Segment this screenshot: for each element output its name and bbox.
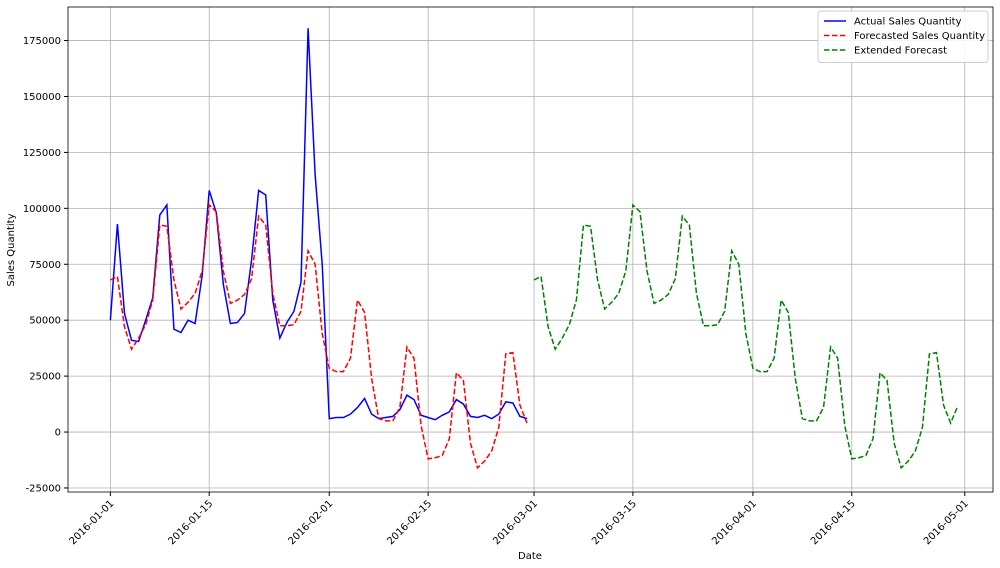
y-tick-label: 25000 xyxy=(29,372,61,383)
legend-label: Extended Forecast xyxy=(854,46,947,57)
y-tick-label: 125000 xyxy=(23,148,61,159)
series-line xyxy=(109,28,528,421)
y-tick-label: 0 xyxy=(55,428,61,439)
series-line xyxy=(533,203,959,470)
y-tick-label: 100000 xyxy=(23,204,61,215)
legend-label: Forecasted Sales Quantity xyxy=(854,31,985,42)
legend-label: Actual Sales Quantity xyxy=(854,17,962,28)
y-tick-label: 175000 xyxy=(23,36,61,47)
x-axis-label: Date xyxy=(518,551,542,562)
y-tick-label: 75000 xyxy=(29,260,61,271)
legend-box xyxy=(817,10,989,63)
y-tick-label: -25000 xyxy=(26,483,61,494)
y-axis-label: Sales Quantity xyxy=(6,213,17,286)
y-tick-label: 150000 xyxy=(23,92,61,103)
y-tick-label: 50000 xyxy=(29,316,61,327)
series-line xyxy=(110,203,528,470)
plot-frame xyxy=(67,6,994,493)
